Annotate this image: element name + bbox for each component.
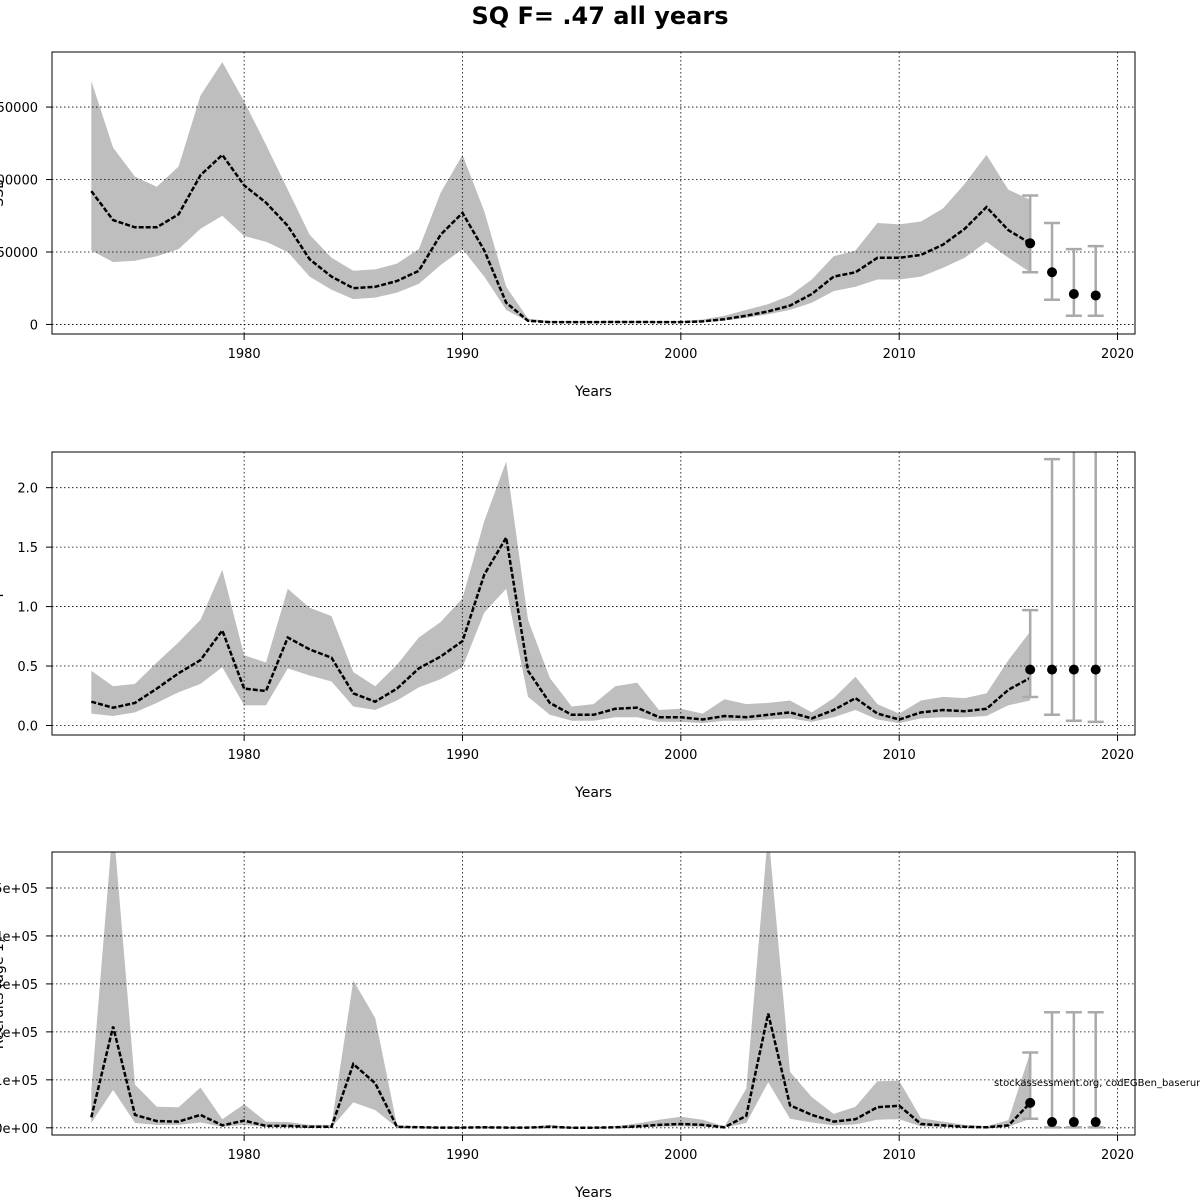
f-x-tick-label: 2000 — [664, 748, 697, 763]
f-panel: 1980 1990 2000 2010 2020 0.0 0.5 1.0 1.5 2.0 Years… — [0, 451, 1136, 801]
recruitment-y-tick-label: 5e+05 — [0, 882, 38, 897]
f-confidence-band — [91, 461, 1031, 724]
ssb-projection-point — [1025, 238, 1036, 249]
recruitment-y-axis-label: Recruits (age 1) — [0, 938, 7, 1050]
ssb-projection-point — [1068, 289, 1079, 300]
recruitment-x-tick-label: 1990 — [446, 1148, 479, 1163]
ssb-panel: 1980 1990 2000 2010 2020 0 50000 100000 150000 Ye… — [0, 51, 1136, 400]
ssb-projection-point — [1090, 290, 1101, 301]
f-y-tick-label: 0.0 — [17, 719, 38, 734]
recruitment-projection-point — [1047, 1117, 1058, 1128]
f-y-tick-label: 1.5 — [17, 541, 38, 556]
ssb-estimate-line — [90, 153, 1031, 324]
recruitment-projection-point — [1090, 1117, 1101, 1128]
recruitment-projection-point — [1025, 1097, 1036, 1108]
ssb-y-axis-label: SSB — [0, 179, 7, 206]
figure-title: SQ F= .47 all years — [471, 2, 728, 30]
ssb-y-tick-label: 50000 — [0, 246, 38, 261]
recruitment-y-tick-label: 3e+05 — [0, 978, 38, 993]
recruitment-y-tick-label: 0e+00 — [0, 1122, 38, 1137]
f-x-tick-label: 1990 — [446, 748, 479, 763]
ssb-x-tick-label: 2020 — [1101, 347, 1134, 362]
ssb-x-axis-label: Years — [574, 384, 612, 400]
recruitment-x-tick-label: 2010 — [883, 1148, 916, 1163]
f-projection-point — [1068, 664, 1079, 675]
recruitment-plot-frame — [51, 851, 1136, 1136]
f-x-axis-label: Years — [574, 785, 612, 801]
f-projection-point — [1090, 664, 1101, 675]
f-x-tick-label: 2020 — [1101, 748, 1134, 763]
recruitment-x-axis-label: Years — [574, 1185, 612, 1200]
f-y-tick-label: 0.5 — [17, 660, 38, 675]
recruitment-confidence-band — [91, 852, 1031, 1128]
f-estimate-line — [90, 534, 1031, 721]
ssb-y-tick-label: 100000 — [0, 174, 38, 189]
f-projection-point — [1025, 664, 1036, 675]
recruitment-x-tick-label: 1980 — [228, 1148, 261, 1163]
ssb-x-tick-label: 1990 — [446, 347, 479, 362]
ssb-x-tick-label: 1980 — [228, 347, 261, 362]
recruitment-projection-point — [1068, 1117, 1079, 1128]
recruitment-estimate-line — [90, 1013, 1032, 1129]
f-projection-point — [1047, 664, 1058, 675]
f-x-tick-label: 1980 — [228, 748, 261, 763]
source-annotation: stockassessment.org, codEGBen_baserun — [994, 1078, 1200, 1089]
ssb-plot-frame — [51, 51, 1136, 335]
recruitment-panel: 1980 1990 2000 2010 2020 0e+00 1e+05 2e+05 3e+05… — [0, 851, 1136, 1200]
recruitment-x-tick-label: 2000 — [664, 1148, 697, 1163]
ssb-y-tick-label: 0 — [30, 318, 38, 333]
f-y-tick-label: 2.0 — [17, 482, 38, 497]
f-y-tick-label: 1.0 — [17, 601, 38, 616]
ssb-x-tick-label: 2010 — [883, 347, 916, 362]
ssb-y-tick-label: 150000 — [0, 101, 38, 116]
ssb-x-tick-label: 2000 — [664, 347, 697, 362]
f-plot-frame — [51, 451, 1136, 736]
recruitment-x-tick-label: 2020 — [1101, 1148, 1134, 1163]
recruitment-y-tick-label: 4e+05 — [0, 930, 38, 945]
recruitment-y-tick-label: 1e+05 — [0, 1074, 38, 1089]
ssb-confidence-band — [91, 62, 1031, 323]
f-x-tick-label: 2010 — [883, 748, 916, 763]
ssb-projection-point — [1047, 267, 1058, 278]
recruitment-y-tick-label: 2e+05 — [0, 1026, 38, 1041]
f-y-axis-label: F — [0, 589, 7, 597]
